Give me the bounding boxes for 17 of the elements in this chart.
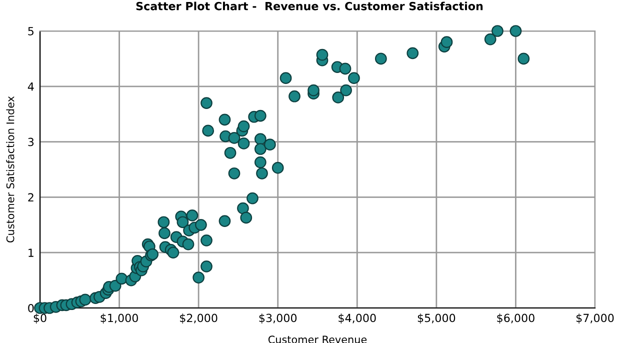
chart-title: Scatter Plot Chart - Revenue vs. Customer Satisfaction bbox=[136, 2, 483, 10]
y-tick-label: 4 bbox=[28, 82, 34, 91]
x-tick-label: $3,000 bbox=[259, 314, 297, 324]
x-tick-label: $0 bbox=[34, 314, 46, 324]
x-tick-label: $5,000 bbox=[418, 314, 456, 324]
y-tick-label: 1 bbox=[28, 248, 34, 257]
y-tick-label: 2 bbox=[28, 193, 34, 202]
y-axis-title: Customer Satisfaction Index bbox=[6, 96, 14, 242]
x-tick-label: $7,000 bbox=[576, 314, 614, 324]
x-tick-label: $1,000 bbox=[100, 314, 138, 324]
x-tick-label: $6,000 bbox=[497, 314, 534, 324]
y-tick-label: 5 bbox=[28, 27, 34, 36]
x-axis-title: Customer Revenue bbox=[268, 336, 367, 343]
y-tick-label: 0 bbox=[28, 304, 34, 312]
x-tick-label: $2,000 bbox=[180, 314, 218, 324]
y-tick-label: 3 bbox=[28, 138, 34, 146]
x-tick-label: $4,000 bbox=[338, 314, 376, 324]
